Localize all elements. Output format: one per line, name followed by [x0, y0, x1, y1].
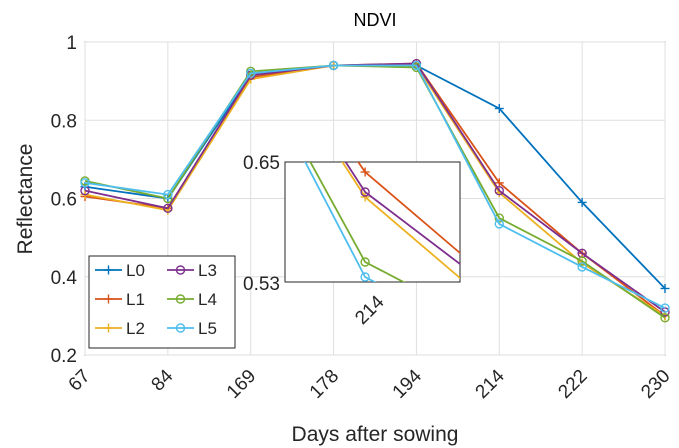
- x-tick-label: 230: [637, 366, 674, 403]
- circle-marker: [360, 187, 370, 197]
- inset-clipped-series: [304, 162, 460, 282]
- series-line: [84, 62, 666, 313]
- inset-series-l5: [304, 162, 377, 282]
- inset-series-l4: [309, 162, 406, 282]
- y-tick-labels: 0.2 0.4 0.6 0.8 1: [51, 33, 78, 367]
- legend: L0 L1 L2 L3 L4 L5: [88, 255, 236, 349]
- circle-marker: [411, 60, 422, 71]
- legend-entry-l2: L2: [95, 319, 145, 338]
- series-l5: [80, 60, 670, 313]
- series-line: [84, 64, 666, 309]
- legend-label: L3: [198, 261, 217, 280]
- legend-entry-l1: L1: [95, 290, 145, 309]
- circle-marker: [360, 257, 370, 267]
- circle-marker: [175, 323, 186, 333]
- circle-marker: [660, 303, 670, 313]
- inset-series-l2: [341, 162, 460, 280]
- circle-marker: [577, 262, 587, 272]
- inset-series-line: [309, 162, 406, 282]
- y-tick-label: 0.2: [51, 346, 77, 367]
- inset-series-line: [304, 162, 377, 282]
- x-tick-label: 84: [148, 365, 178, 395]
- plus-marker: [104, 294, 113, 304]
- circle-marker: [175, 294, 186, 304]
- plus-marker: [360, 167, 370, 177]
- legend-entry-l4: L4: [167, 290, 217, 309]
- plus-marker: [104, 265, 113, 275]
- series-lines: [80, 58, 670, 323]
- y-tick-label: 1: [66, 33, 77, 54]
- x-tick-label: 222: [554, 366, 591, 403]
- x-axis-title: Days after sowing: [292, 423, 459, 446]
- legend-label: L4: [198, 290, 217, 309]
- y-tick-label: 0.6: [51, 190, 77, 211]
- x-tick-label: 194: [389, 365, 427, 403]
- chart-title: NDVI: [353, 10, 396, 30]
- circle-marker: [163, 189, 173, 200]
- legend-box: [88, 255, 236, 349]
- legend-entry-l3: L3: [167, 261, 217, 280]
- plus-marker: [494, 104, 504, 114]
- plus-marker: [660, 283, 670, 293]
- inset-series-lines: [304, 162, 460, 282]
- y-axis-title: Reflectance: [14, 144, 37, 255]
- inset-y-tick-label-bottom: 0.53: [243, 274, 280, 295]
- x-tick-label: 214: [472, 365, 510, 403]
- x-tick-label: 169: [223, 366, 260, 403]
- circle-marker: [577, 256, 587, 266]
- circle-marker: [175, 265, 186, 275]
- circle-marker: [80, 178, 90, 188]
- inset-plot-area: [284, 161, 461, 283]
- inset-y-tick-label-top: 0.65: [243, 153, 280, 174]
- circle-marker: [494, 219, 504, 229]
- circle-marker: [660, 313, 670, 323]
- x-tick-labels: 67 84 169 178 194 214 222 230: [65, 365, 675, 403]
- plus-marker: [360, 192, 370, 202]
- legend-label: L5: [198, 319, 217, 338]
- circle-marker: [494, 185, 504, 196]
- inset-series-l3: [344, 162, 460, 266]
- circle-marker: [246, 68, 256, 79]
- inset-series-l1: [357, 162, 460, 255]
- x-tick-label: 67: [65, 366, 95, 396]
- plus-marker: [577, 197, 587, 207]
- plus-marker: [104, 323, 113, 333]
- circle-marker: [328, 60, 339, 71]
- inset-series-line: [344, 162, 460, 266]
- legend-entry-l5: L5: [167, 319, 217, 338]
- legend-entry-l0: L0: [95, 261, 145, 280]
- legend-label: L0: [126, 261, 145, 280]
- y-tick-label: 0.8: [51, 111, 77, 132]
- plus-marker: [494, 178, 504, 188]
- circle-marker: [163, 203, 173, 213]
- y-tick-label: 0.4: [51, 268, 78, 289]
- series-line: [84, 64, 666, 319]
- circle-marker: [360, 272, 370, 282]
- legend-label: L2: [126, 319, 145, 338]
- legend-label: L1: [126, 290, 145, 309]
- x-tick-label: 178: [306, 366, 343, 403]
